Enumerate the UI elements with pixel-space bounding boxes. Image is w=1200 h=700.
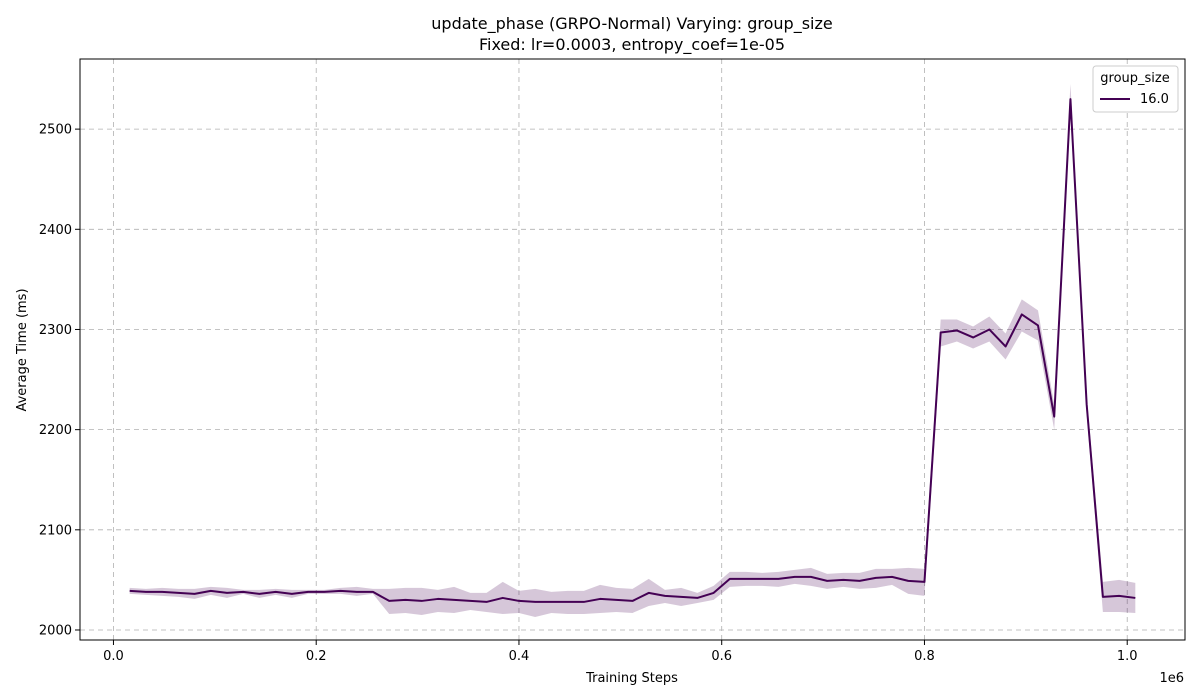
x-tick-label: 0.0 [103,649,124,664]
x-axis-offset-label: 1e6 [1159,671,1184,686]
y-tick-label: 2300 [39,323,72,338]
chart-title: update_phase (GRPO-Normal) Varying: grou… [431,14,832,34]
plot-frame [79,58,1186,641]
series-line [129,98,1136,603]
series-confidence-band [129,84,1136,617]
y-tick-label: 2500 [39,123,72,138]
y-axis-ticks: 2000 2100 2200 2300 2400 2500 [39,123,80,638]
y-tick-label: 2200 [39,423,72,438]
legend-entry-label: 16.0 [1140,92,1169,107]
chart-subtitle: Fixed: lr=0.0003, entropy_coef=1e-05 [479,35,785,55]
x-axis-label: Training Steps [585,671,678,686]
legend-title: group_size [1100,71,1169,86]
y-tick-label: 2000 [39,623,72,638]
x-tick-label: 0.4 [509,649,530,664]
series-line-layer [129,98,1136,603]
grid-layer [80,59,1185,640]
x-tick-label: 1.0 [1117,649,1138,664]
y-tick-label: 2100 [39,523,72,538]
y-tick-label: 2400 [39,223,72,238]
confidence-band-layer [129,84,1136,617]
x-tick-label: 0.6 [711,649,732,664]
y-axis-label: Average Time (ms) [15,288,30,411]
legend: group_size 16.0 [1092,65,1179,113]
x-axis-ticks: 0.0 0.2 0.4 0.6 0.8 1.0 [103,640,1138,664]
x-tick-label: 0.2 [306,649,327,664]
legend-box [1092,65,1179,113]
x-tick-label: 0.8 [914,649,935,664]
